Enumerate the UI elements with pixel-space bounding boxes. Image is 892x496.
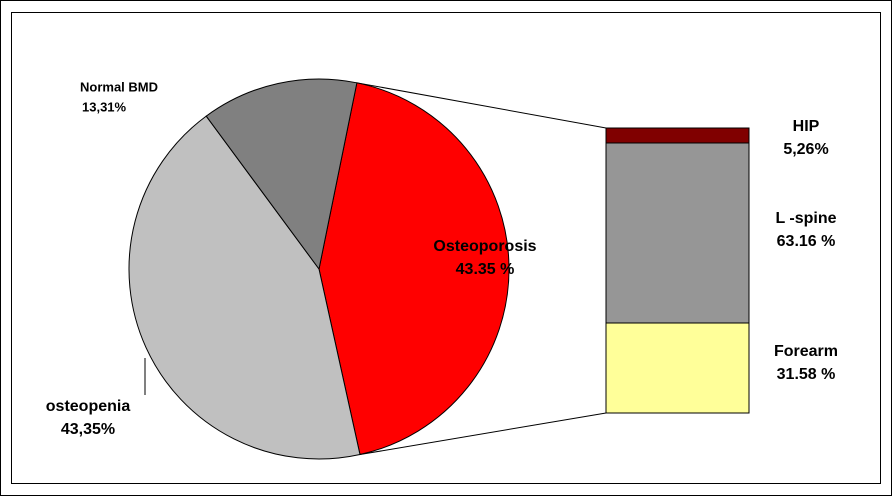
pie-slice [128,115,361,460]
connector [359,412,607,456]
plot-frame [11,12,881,484]
bar-value: 63.16 % [777,233,836,250]
pie-slice [318,82,510,456]
slice-label: Osteoporosis [433,238,536,255]
slice-label: osteopenia [46,398,131,415]
bar-label: L -spine [775,210,836,227]
bar-value: 31.58 % [777,366,836,383]
pie-slice [205,78,358,271]
bar-segment [605,127,750,144]
slice-value: 43.35 % [456,261,515,278]
bar-value: 5,26% [783,141,828,158]
bar-label: Forearm [774,343,838,360]
slice-value: 43,35% [61,421,115,438]
bar-segment [605,142,750,324]
slice-value: 13,31% [82,99,127,114]
connector [356,82,607,129]
slice-label: Normal BMD [80,79,158,94]
bar-segment [605,322,750,414]
bar-label: HIP [793,118,820,135]
